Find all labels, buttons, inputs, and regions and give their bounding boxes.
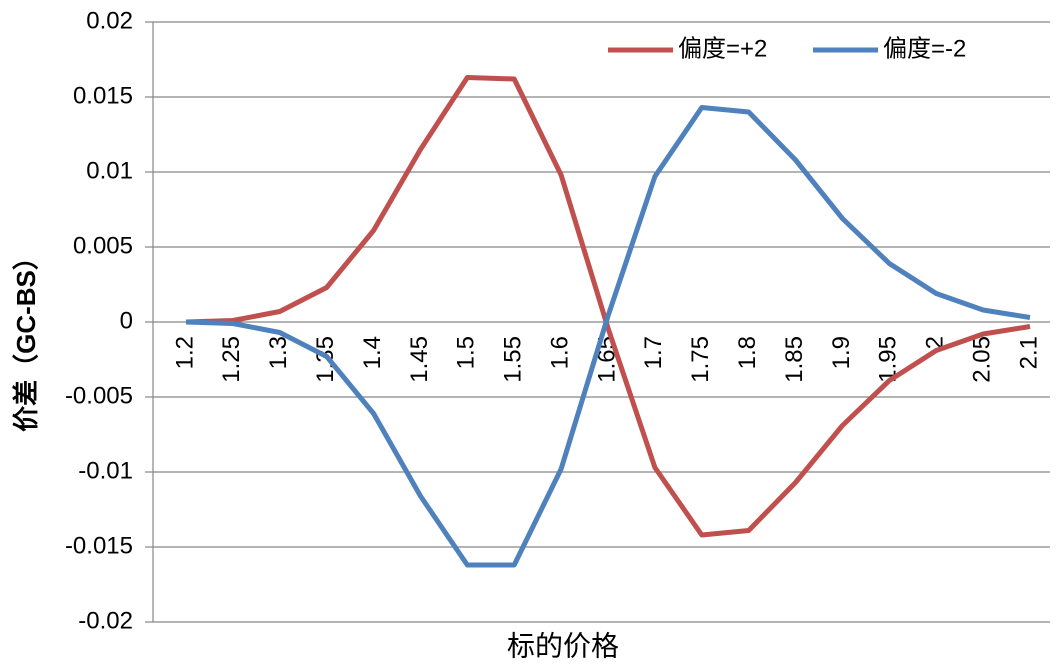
y-tick-label: -0.015 [65,532,133,559]
y-tick-label: 0 [120,307,133,334]
x-tick-label: 2.05 [968,336,995,383]
series-line [185,75,1031,538]
legend-label: 偏度=+2 [678,35,767,62]
y-tick-label: 0.01 [86,157,133,184]
x-tick-label: 1.45 [406,336,433,383]
x-axis-title: 标的价格 [507,630,619,661]
x-tick-label: 1.4 [359,336,386,369]
x-tick-label: 1.35 [312,336,339,383]
y-tick-label: -0.01 [78,457,133,484]
x-tick-label: 1.3 [265,336,292,369]
x-tick-label: 1.6 [546,336,573,369]
x-tick-label: 1.2 [171,336,198,369]
y-axis-title: 价差（GC-BS） [11,244,41,432]
y-tick-label: -0.02 [78,607,133,634]
x-tick-label: 1.55 [500,336,527,383]
legend-label: 偏度=-2 [883,35,966,62]
x-tick-label: 1.25 [218,336,245,383]
y-tick-label: -0.005 [65,382,133,409]
y-tick-label: 0.005 [73,232,133,259]
x-tick-label: 1.7 [640,336,667,369]
y-tick-label: 0.015 [73,82,133,109]
series-line [185,105,1031,568]
x-tick-label: 1.75 [687,336,714,383]
x-tick-label: 2.1 [1015,336,1042,369]
x-tick-label: 1.8 [734,336,761,369]
x-tick-label: 1.9 [828,336,855,369]
x-tick-label: 1.5 [453,336,480,369]
y-tick-label: 0.02 [86,7,133,34]
x-tick-label: 1.85 [781,336,808,383]
